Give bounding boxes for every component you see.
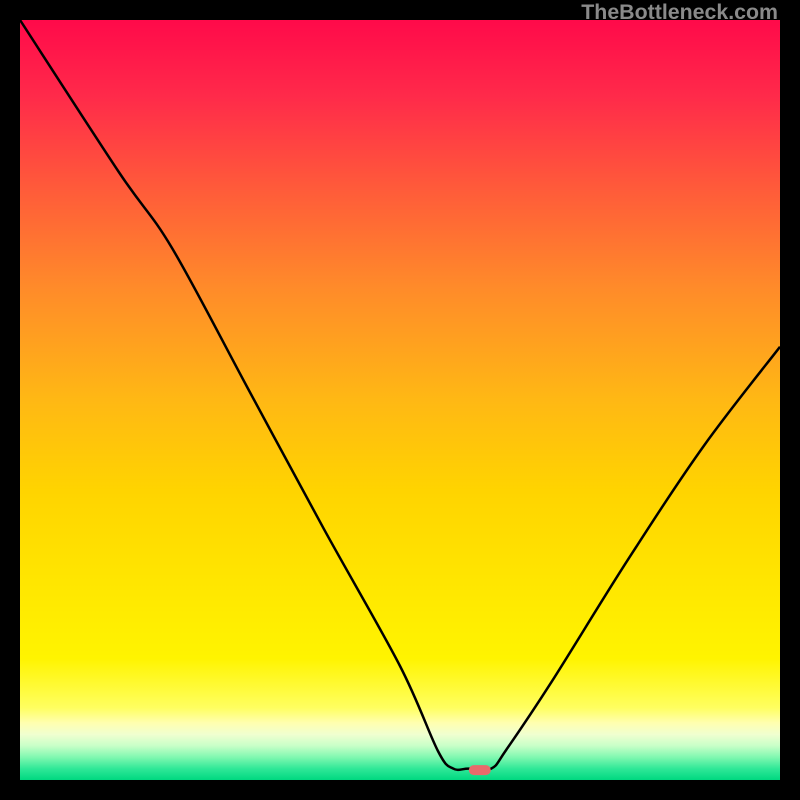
chart-container: TheBottleneck.com: [0, 0, 800, 800]
bottleneck-curve: [20, 20, 780, 770]
curve-layer: [20, 20, 780, 780]
watermark-text: TheBottleneck.com: [581, 0, 778, 25]
min-marker: [469, 765, 491, 775]
plot-area: [20, 20, 780, 780]
